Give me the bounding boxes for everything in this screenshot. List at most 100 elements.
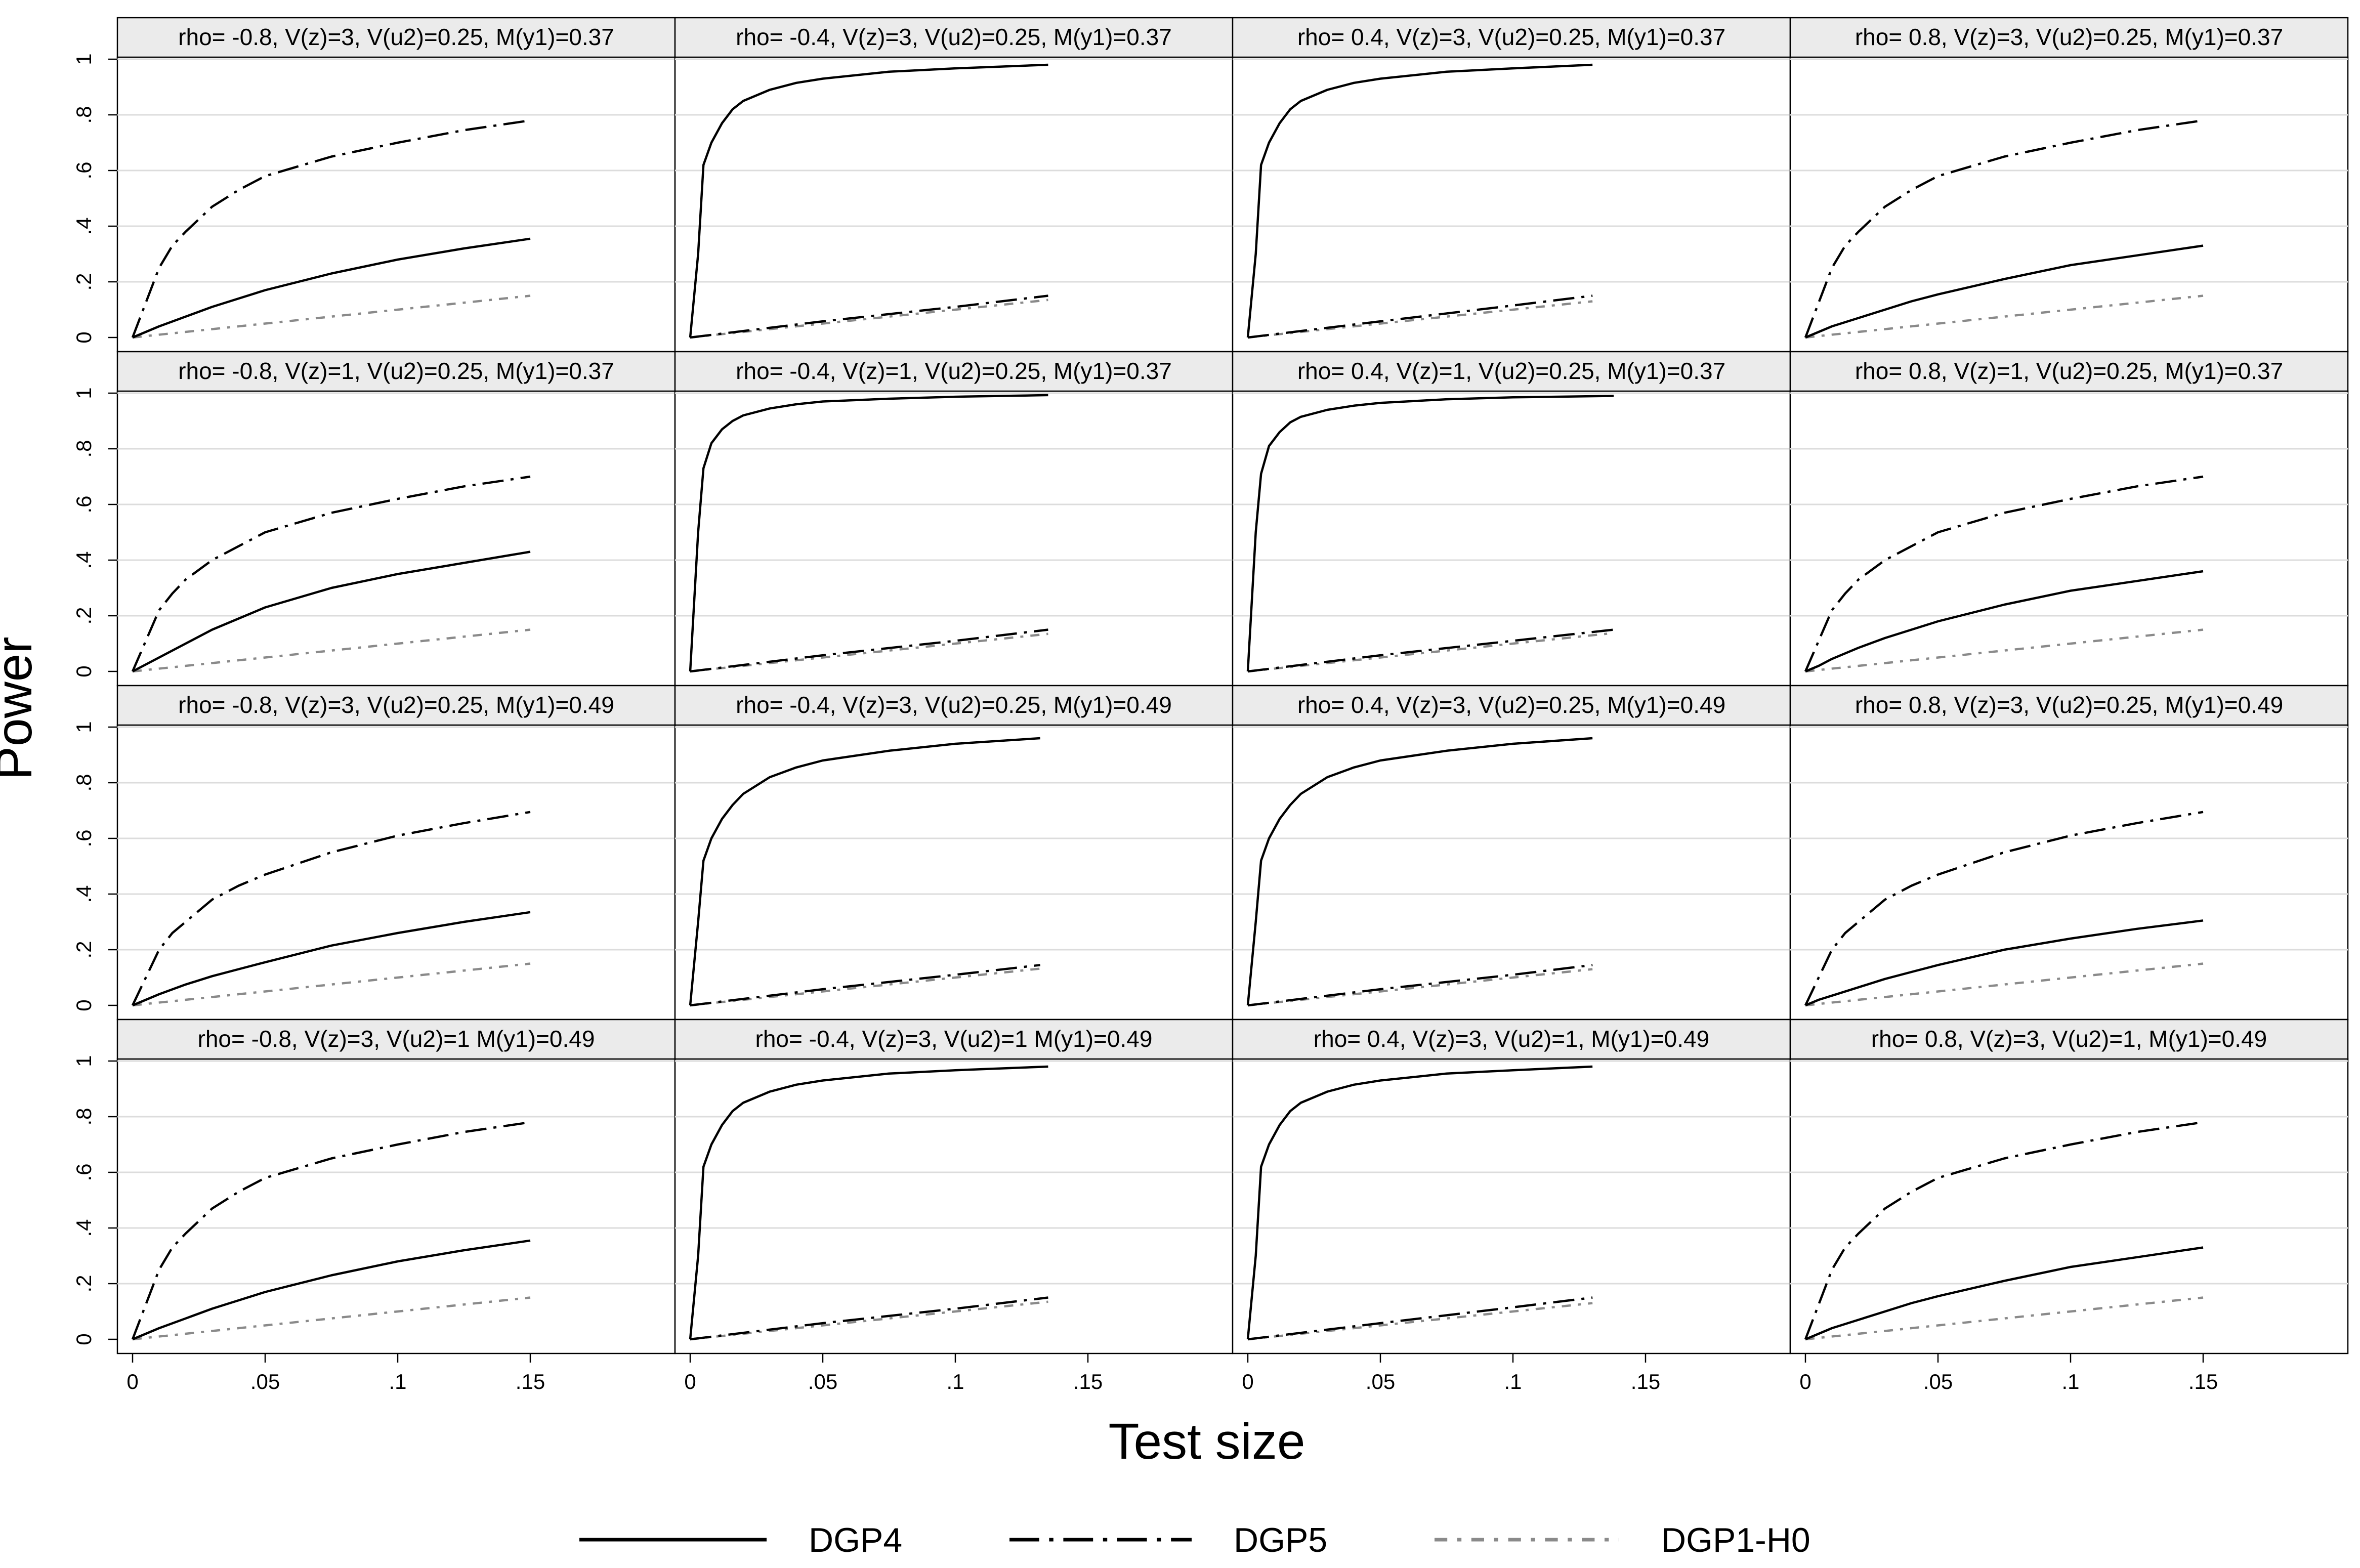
panel: rho= 0.8, V(z)=3, V(u2)=1, M(y1)=0.49 0 .0… [1789, 1019, 2349, 1393]
legend: DGP4 DGP5 DGP1-H0 [579, 1521, 1810, 1559]
y-tick-label: .2 [72, 941, 96, 958]
panel: rho= -0.4, V(z)=1, V(u2)=0.25, M(y1)=0.3… [674, 351, 1234, 687]
panel-title: rho= 0.8, V(z)=3, V(u2)=1, M(y1)=0.49 [1871, 1026, 2267, 1052]
x-tick-label: .1 [389, 1370, 406, 1393]
series-line-dgp4 [1805, 1246, 2204, 1341]
y-tick-label: 1 [72, 1055, 96, 1067]
panel-title: rho= -0.4, V(z)=3, V(u2)=0.25, M(y1)=0.3… [736, 24, 1172, 50]
series-line-dgp4 [689, 737, 1040, 1006]
panel-frame [116, 56, 676, 353]
series-line-dgp4 [689, 1065, 1048, 1340]
x-tick-label: .05 [1923, 1370, 1953, 1393]
series-line-dgp1-h0 [132, 628, 531, 673]
series-line-dgp5 [131, 811, 531, 1006]
series-line-dgp4 [1246, 63, 1593, 338]
x-axis-title: Test size [1108, 1413, 1305, 1470]
panel-frame [1232, 56, 1791, 353]
y-tick-label: .4 [72, 551, 96, 569]
panel-strip [674, 351, 1234, 392]
y-tick-label: 0 [72, 331, 96, 343]
legend-item: DGP4 [579, 1521, 902, 1559]
y-tick-label: 0 [72, 999, 96, 1011]
series-line-dgp4 [132, 1239, 531, 1341]
panel-frame [1232, 390, 1791, 687]
legend-label: DGP4 [809, 1521, 902, 1559]
panel-strip [116, 17, 676, 58]
series-line-dgp4 [1246, 737, 1593, 1006]
panel: rho= -0.8, V(z)=1, V(u2)=0.25, M(y1)=0.3… [72, 351, 676, 687]
panel-strip [1789, 685, 2349, 726]
series-line-dgp4 [132, 550, 531, 672]
panel-strip [1232, 351, 1791, 392]
x-tick-label: 0 [1242, 1370, 1253, 1393]
y-tick-label: .2 [72, 1275, 96, 1292]
panel-frame [1789, 1058, 2349, 1354]
series-line-dgp1-h0 [1247, 300, 1593, 339]
x-tick-label: .1 [946, 1370, 964, 1393]
panel-title: rho= -0.8, V(z)=1, V(u2)=0.25, M(y1)=0.3… [178, 358, 614, 384]
x-tick-label: .15 [1073, 1370, 1103, 1393]
panel-strip [674, 17, 1234, 58]
x-tick-label: 0 [127, 1370, 138, 1393]
panel-title: rho= 0.8, V(z)=1, V(u2)=0.25, M(y1)=0.37 [1855, 358, 2283, 384]
y-tick-label: .2 [72, 607, 96, 624]
series-line-dgp5 [1804, 475, 2204, 672]
series-line-dgp4 [689, 63, 1048, 338]
series-line-dgp4 [689, 394, 1048, 672]
y-tick-label: .8 [72, 440, 96, 457]
series-line-dgp5 [1247, 1296, 1593, 1341]
legend-label: DGP5 [1234, 1521, 1327, 1559]
panel-strip [1232, 17, 1791, 58]
series-line-dgp1-h0 [1805, 294, 2204, 339]
panel-title: rho= -0.4, V(z)=1, V(u2)=0.25, M(y1)=0.3… [736, 358, 1172, 384]
panel-title: rho= 0.4, V(z)=1, V(u2)=0.25, M(y1)=0.37 [1297, 358, 1725, 384]
x-tick-label: .05 [808, 1370, 837, 1393]
panel-strip [1232, 1019, 1791, 1060]
panel: rho= 0.8, V(z)=3, V(u2)=0.25, M(y1)=0.37 [1789, 17, 2349, 353]
y-tick-label: 1 [72, 53, 96, 65]
x-tick-label: 0 [1799, 1370, 1811, 1393]
panel-title: rho= -0.8, V(z)=3, V(u2)=1 M(y1)=0.49 [198, 1026, 595, 1052]
facet-panels: rho= -0.8, V(z)=3, V(u2)=0.25, M(y1)=0.3… [72, 17, 2349, 1393]
series-line-dgp5 [690, 964, 1040, 1007]
series-line-dgp5 [131, 475, 531, 672]
series-line-dgp5 [1247, 964, 1593, 1007]
panel-strip [674, 685, 1234, 726]
panel: rho= 0.4, V(z)=1, V(u2)=0.25, M(y1)=0.37 [1232, 351, 1791, 687]
panel: rho= -0.4, V(z)=3, V(u2)=0.25, M(y1)=0.3… [674, 17, 1234, 353]
y-tick-label: 1 [72, 721, 96, 733]
panel: rho= -0.8, V(z)=3, V(u2)=1 M(y1)=0.49 0 .2… [72, 1019, 676, 1393]
panel-title: rho= -0.8, V(z)=3, V(u2)=0.25, M(y1)=0.3… [178, 24, 614, 50]
y-tick-label: .4 [72, 1219, 96, 1237]
y-tick-label: .6 [72, 495, 96, 513]
series-line-dgp5 [690, 1296, 1048, 1341]
y-tick-label: .6 [72, 161, 96, 179]
legend-item: DGP5 [1009, 1521, 1327, 1559]
series-line-dgp4 [1805, 919, 2204, 1007]
series-line-dgp1-h0 [1247, 631, 1614, 673]
series-line-dgp5 [1804, 811, 2204, 1006]
series-line-dgp5 [690, 628, 1048, 673]
y-tick-label: .8 [72, 1108, 96, 1125]
series-line-dgp1-h0 [1247, 968, 1593, 1007]
x-tick-label: .15 [2188, 1370, 2218, 1393]
panel: rho= 0.8, V(z)=1, V(u2)=0.25, M(y1)=0.37 [1789, 351, 2349, 687]
panel-strip [116, 1019, 676, 1060]
y-tick-label: 0 [72, 1333, 96, 1345]
panel-strip [1789, 1019, 2349, 1060]
series-line-dgp1-h0 [132, 962, 531, 1007]
panel: rho= -0.8, V(z)=3, V(u2)=0.25, M(y1)=0.4… [72, 685, 676, 1021]
y-tick-label: 0 [72, 665, 96, 677]
series-line-dgp4 [1805, 570, 2204, 673]
series-line-dgp1-h0 [132, 294, 531, 339]
series-line-dgp5 [1247, 628, 1614, 673]
panel-title: rho= 0.8, V(z)=3, V(u2)=0.25, M(y1)=0.49 [1855, 692, 2283, 718]
series-line-dgp5 [131, 119, 531, 338]
panel-frame [1789, 56, 2349, 353]
series-line-dgp1-h0 [1247, 1302, 1593, 1341]
panel-title: rho= 0.4, V(z)=3, V(u2)=1, M(y1)=0.49 [1314, 1026, 1709, 1052]
y-tick-label: .4 [72, 217, 96, 235]
x-tick-label: .15 [1631, 1370, 1660, 1393]
panel-title: rho= -0.4, V(z)=3, V(u2)=1 M(y1)=0.49 [755, 1026, 1153, 1052]
x-tick-label: .1 [1504, 1370, 1522, 1393]
